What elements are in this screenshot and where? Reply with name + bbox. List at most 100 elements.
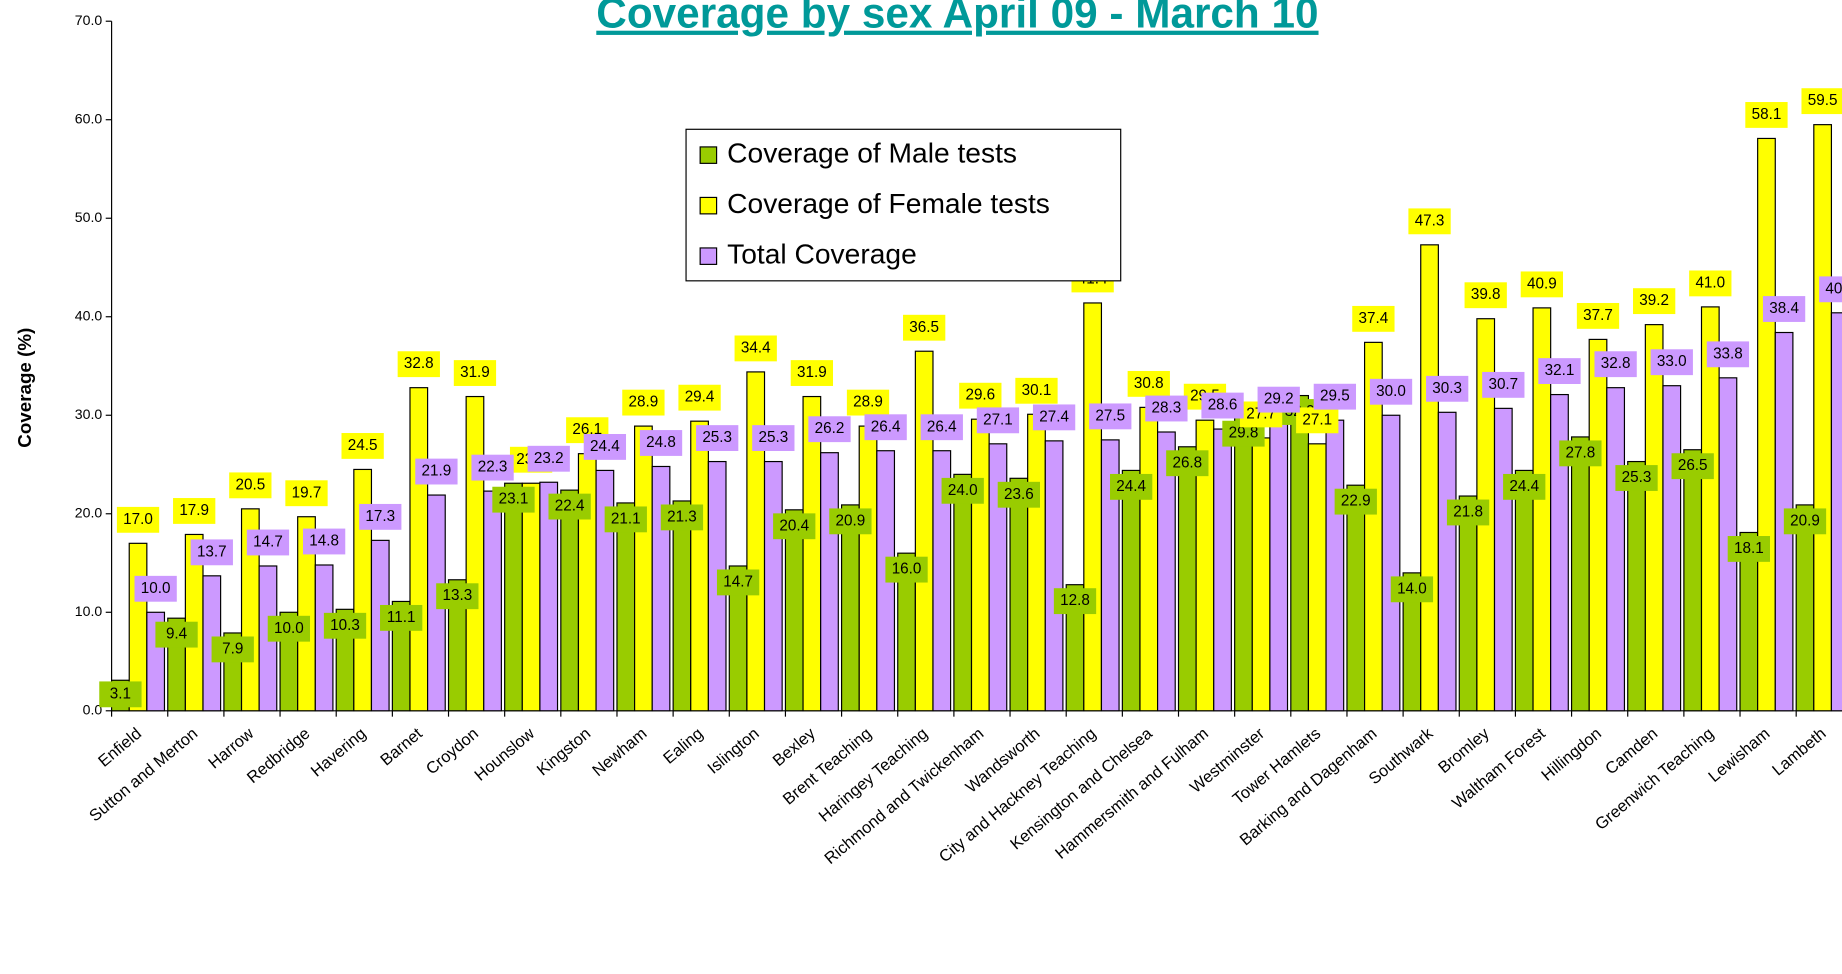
data-label-box: 30.0 (1369, 378, 1413, 405)
data-label: 30.0 (1376, 383, 1406, 400)
data-label-bg (622, 389, 665, 416)
data-label: 21.1 (611, 510, 641, 527)
data-label: 20.4 (779, 517, 809, 534)
bar (539, 481, 559, 712)
data-label-box: 21.3 (660, 504, 704, 531)
data-label-bg (453, 360, 497, 386)
x-tick-label: Havering (308, 725, 370, 781)
data-label: 26.8 (1172, 454, 1202, 471)
data-label: 19.7 (292, 484, 322, 501)
data-label-box: 20.9 (1783, 508, 1827, 535)
bar (1458, 495, 1478, 712)
bar (970, 418, 990, 712)
data-label-box: 22.9 (1334, 488, 1377, 515)
data-label-bg (846, 389, 890, 416)
bar (465, 395, 485, 712)
data-label-box: 27.4 (1032, 404, 1076, 431)
data-label-box: 24.8 (639, 430, 683, 456)
bar (690, 420, 709, 712)
data-label-bg (1390, 576, 1434, 603)
data-label: 14.0 (1397, 580, 1427, 597)
data-label-box: 20.4 (773, 513, 816, 540)
data-label: 20.9 (1790, 512, 1820, 529)
bar (1027, 413, 1046, 712)
data-label-bg (716, 569, 760, 596)
data-label: 10.0 (141, 580, 171, 597)
bar (1493, 407, 1513, 712)
data-label: 27.1 (983, 411, 1013, 428)
data-label-bg (155, 621, 198, 648)
data-label-box: 21.8 (1446, 499, 1490, 526)
data-label-box: 31.9 (453, 360, 497, 386)
bar (1121, 469, 1141, 712)
data-label-box: 34.4 (734, 335, 777, 362)
data-label: 33.8 (1713, 345, 1743, 362)
x-tick-label: Kingston (534, 725, 595, 780)
bar (1269, 422, 1289, 712)
x-tick-label: Harrow (205, 724, 257, 772)
bar (1606, 387, 1626, 712)
data-label: 37.4 (1359, 310, 1389, 327)
data-label-bg (903, 314, 946, 341)
data-label: 37.7 (1583, 307, 1613, 324)
data-label-bg (1594, 351, 1637, 378)
data-label-box: 23.1 (492, 486, 535, 513)
legend-swatch (699, 247, 718, 265)
data-label-bg (1633, 288, 1676, 315)
data-label-bg (1166, 450, 1209, 477)
data-label-bg (808, 416, 851, 443)
bar (840, 504, 860, 712)
data-label: 10.3 (330, 617, 360, 634)
data-label-bg (1503, 473, 1546, 500)
data-label-box: 10.3 (323, 612, 367, 639)
legend-label: Coverage of Male tests (727, 137, 1017, 169)
data-label-box: 26.8 (1166, 450, 1209, 477)
y-tick-label: 30.0 (75, 406, 103, 422)
y-tick-label: 40.0 (75, 307, 103, 323)
data-label: 26.2 (815, 420, 845, 437)
data-label-box: 19.7 (285, 480, 328, 507)
bar (746, 371, 766, 712)
data-label: 7.9 (222, 640, 243, 657)
data-label-bg (941, 477, 984, 504)
data-label-box: 47.3 (1408, 208, 1451, 235)
data-label-box: 17.0 (116, 506, 160, 533)
data-label-box: 25.3 (696, 425, 739, 451)
data-label: 26.1 (572, 421, 602, 438)
data-label-bg (492, 486, 535, 513)
bar (521, 482, 541, 712)
x-tick-label: Hounslow (471, 724, 538, 784)
data-label-box: 27.1 (976, 407, 1020, 434)
data-label-bg (829, 508, 872, 535)
data-label-bg (211, 636, 254, 663)
bar (1830, 312, 1842, 712)
bar (1139, 406, 1159, 712)
y-axis-label: Coverage (%) (14, 328, 35, 448)
data-label-bg (229, 472, 272, 499)
data-label: 29.5 (1320, 388, 1350, 405)
data-label: 39.8 (1471, 286, 1501, 303)
bar (988, 443, 1008, 712)
data-label: 27.8 (1566, 444, 1596, 461)
data-label-box: 26.2 (808, 416, 851, 443)
bar (1514, 469, 1534, 712)
data-label: 31.9 (797, 364, 827, 381)
x-tick-label: Newham (589, 725, 650, 780)
bar (1420, 244, 1439, 712)
x-tick-label: Lambeth (1769, 725, 1830, 780)
data-label: 27.4 (1039, 408, 1069, 425)
data-label: 21.9 (422, 463, 452, 480)
data-label: 27.1 (1302, 411, 1332, 428)
data-label: 13.7 (197, 543, 227, 560)
data-label: 24.4 (590, 438, 620, 455)
data-label: 38.4 (1769, 300, 1799, 317)
bar (483, 490, 502, 712)
data-label-box: 30.1 (1015, 377, 1058, 404)
x-tick-label: Lewisham (1705, 725, 1773, 786)
data-label-box: 20.9 (829, 508, 872, 535)
bar (1234, 416, 1253, 712)
data-label-box: 26.4 (864, 414, 907, 441)
data-label: 26.4 (871, 418, 901, 435)
data-label-bg (548, 493, 591, 520)
bar (634, 425, 653, 712)
